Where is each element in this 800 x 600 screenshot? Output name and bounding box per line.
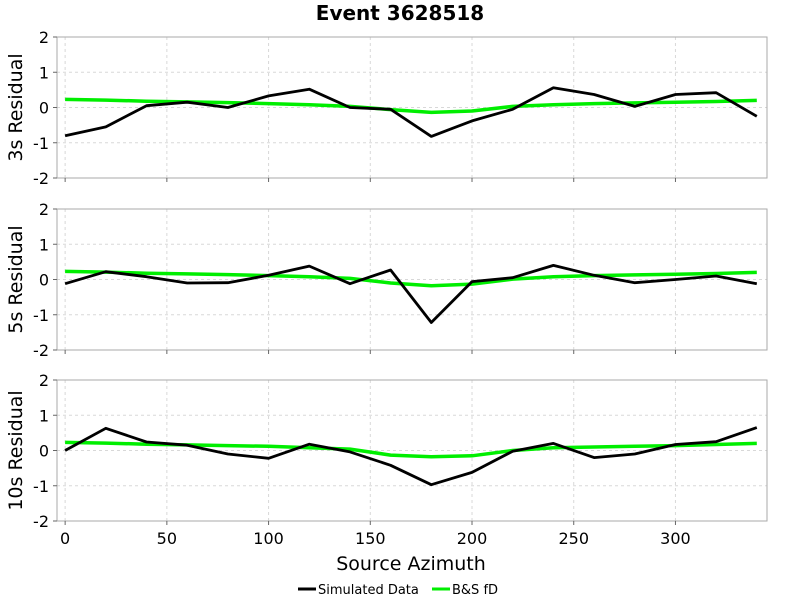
x-tick-label: 250	[558, 529, 589, 548]
y-tick-label: -2	[33, 341, 49, 360]
panel-1: -2 -1 0 1 2 3s Residual	[5, 28, 768, 188]
y-tick-label: 2	[39, 28, 49, 47]
y-tick-label: 1	[39, 406, 49, 425]
series-line-simulated	[64, 86, 758, 138]
y-tick-label: -1	[33, 134, 49, 153]
y-tick-label: 1	[39, 63, 49, 82]
legend: Simulated Data B&S fD	[298, 583, 498, 598]
legend-label: B&S fD	[452, 583, 498, 598]
x-tick-label: 0	[60, 529, 70, 548]
series-line-simulated	[64, 263, 758, 324]
y-tick-label: -1	[33, 306, 49, 325]
x-tick-label: 150	[355, 529, 386, 548]
y-tick-label: 0	[39, 99, 49, 118]
y-tick-label: 2	[39, 200, 49, 219]
legend-label: Simulated Data	[318, 583, 419, 598]
panel-2: -2 -1 0 1 2 5s Residual	[5, 200, 768, 360]
panels-group: -2 -1 0 1 2 3s Residual -2 -1 0 1 2 5s Residual -2 -1…	[5, 28, 768, 548]
x-tick-label: 100	[253, 529, 284, 548]
x-tick-label: 200	[457, 529, 488, 548]
y-axis-label: 3s Residual	[5, 53, 27, 161]
y-axis-label: 10s Residual	[5, 390, 27, 510]
panel-3: -2 -1 0 1 2 0 50 100 150 200 250 300 10s Residual	[5, 371, 768, 548]
x-tick-label: 300	[660, 529, 691, 548]
y-tick-label: 0	[39, 271, 49, 290]
x-axis-label: Source Azimuth	[336, 553, 486, 575]
x-tick-label: 50	[157, 529, 177, 548]
y-tick-label: -2	[33, 169, 49, 188]
y-axis-label: 5s Residual	[5, 225, 27, 333]
series-line-bs-fd	[65, 269, 757, 288]
y-tick-label: 2	[39, 371, 49, 390]
chart-title: Event 3628518	[316, 1, 484, 25]
y-tick-label: -1	[33, 477, 49, 496]
y-tick-label: -2	[33, 512, 49, 531]
y-tick-label: 1	[39, 235, 49, 254]
y-tick-label: 0	[39, 442, 49, 461]
series-line-simulated	[64, 426, 758, 487]
